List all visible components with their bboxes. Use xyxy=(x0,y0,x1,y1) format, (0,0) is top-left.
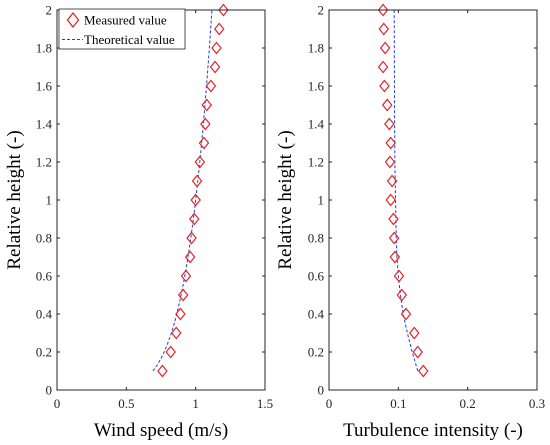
measured-point xyxy=(180,269,192,283)
y-tick-label: 1 xyxy=(318,193,325,208)
measured-point xyxy=(409,326,420,340)
y-tick-label: 0.6 xyxy=(36,269,53,284)
y-tick-label: 1.6 xyxy=(36,79,53,94)
x-axis-label: Turbulence intensity (-) xyxy=(343,420,523,441)
legend: Measured value Theoretical value xyxy=(58,8,186,50)
x-tick-label: 0.3 xyxy=(529,396,545,411)
x-axis-label: Wind speed (m/s) xyxy=(94,420,228,441)
measured-point xyxy=(377,3,389,17)
measured-point xyxy=(211,41,222,55)
y-tick-label: 0.8 xyxy=(308,231,324,246)
measured-point xyxy=(190,193,201,207)
measured-point xyxy=(213,22,225,36)
x-tick-label: 0 xyxy=(54,396,61,411)
measured-point xyxy=(386,174,398,188)
measured-point xyxy=(412,345,424,359)
measured-point xyxy=(379,79,390,93)
y-tick-label: 1 xyxy=(46,193,53,208)
measured-point xyxy=(388,212,399,226)
measured-point xyxy=(157,364,168,378)
measured-point xyxy=(393,269,405,283)
y-tick-label: 0.4 xyxy=(308,307,325,322)
measured-point xyxy=(189,212,200,226)
measured-point xyxy=(218,3,229,17)
measured-point xyxy=(388,231,400,245)
measured-point xyxy=(384,155,396,169)
y-axis-label: Relative height (-) xyxy=(275,130,296,269)
legend-label-measured: Measured value xyxy=(84,13,167,28)
measured-point xyxy=(385,193,396,207)
y-axis-label: Relative height (-) xyxy=(4,130,25,269)
measured-point xyxy=(385,136,396,150)
y-tick-label: 1.2 xyxy=(308,155,324,170)
y-tick-label: 0.8 xyxy=(36,231,52,246)
y-tick-label: 1.8 xyxy=(308,41,324,56)
y-tick-label: 0.2 xyxy=(308,345,324,360)
measured-point xyxy=(177,288,189,302)
x-tick-label: 0.5 xyxy=(118,396,134,411)
measured-point xyxy=(396,288,408,302)
measured-point xyxy=(384,117,395,131)
measured-point xyxy=(377,60,389,74)
y-tick-label: 1.8 xyxy=(36,41,52,56)
y-tick-label: 1.6 xyxy=(308,79,325,94)
y-tick-label: 0.2 xyxy=(36,345,52,360)
x-tick-label: 0 xyxy=(326,396,333,411)
measured-point xyxy=(381,98,393,112)
measured-point xyxy=(170,326,182,340)
legend-label-theoretical: Theoretical value xyxy=(84,32,175,47)
measured-point xyxy=(389,250,401,264)
y-tick-label: 0 xyxy=(318,383,325,398)
measured-point xyxy=(186,231,197,245)
theoretical-curve xyxy=(393,9,419,372)
legend-diamond-marker-icon xyxy=(66,11,80,29)
measured-point xyxy=(198,136,210,150)
measured-point xyxy=(200,117,211,131)
theoretical-curve xyxy=(152,9,213,372)
y-tick-label: 1.2 xyxy=(36,155,52,170)
wind-speed-panel: 0 0.2 0.4 0.6 0.8 1 1.2 1.4 1.6 1.8 2 0 0.5 1 1.5 Wind … xyxy=(4,3,273,442)
y-tick-label: 1.4 xyxy=(308,117,325,132)
y-tick-label: 1.4 xyxy=(36,117,53,132)
legend-box xyxy=(58,8,186,50)
measured-point xyxy=(165,345,176,359)
x-tick-label: 0.1 xyxy=(390,396,406,411)
measured-point xyxy=(378,22,390,36)
measured-point xyxy=(418,364,429,378)
measured-point xyxy=(184,250,196,264)
measured-point xyxy=(400,307,412,321)
plot-frame xyxy=(56,9,266,391)
y-tick-label: 2 xyxy=(46,3,53,18)
y-tick-label: 2 xyxy=(318,3,325,18)
y-tick-label: 0 xyxy=(46,383,53,398)
y-tick-label: 0.6 xyxy=(308,269,325,284)
measured-point xyxy=(201,98,213,112)
x-tick-label: 1.5 xyxy=(257,396,273,411)
measured-point xyxy=(175,307,186,321)
x-tick-label: 1 xyxy=(192,396,199,411)
measured-point xyxy=(209,60,221,74)
measured-point xyxy=(191,174,203,188)
plot-frame xyxy=(328,9,538,391)
measured-point xyxy=(194,155,206,169)
y-tick-label: 0.4 xyxy=(36,307,53,322)
turbulence-intensity-panel: 0 0.2 0.4 0.6 0.8 1 1.2 1.4 1.6 1.8 2 0 0.1 0.2 0.3 Tur… xyxy=(275,3,545,442)
x-tick-label: 0.2 xyxy=(460,396,476,411)
measured-point xyxy=(205,79,217,93)
measured-point xyxy=(379,41,391,55)
